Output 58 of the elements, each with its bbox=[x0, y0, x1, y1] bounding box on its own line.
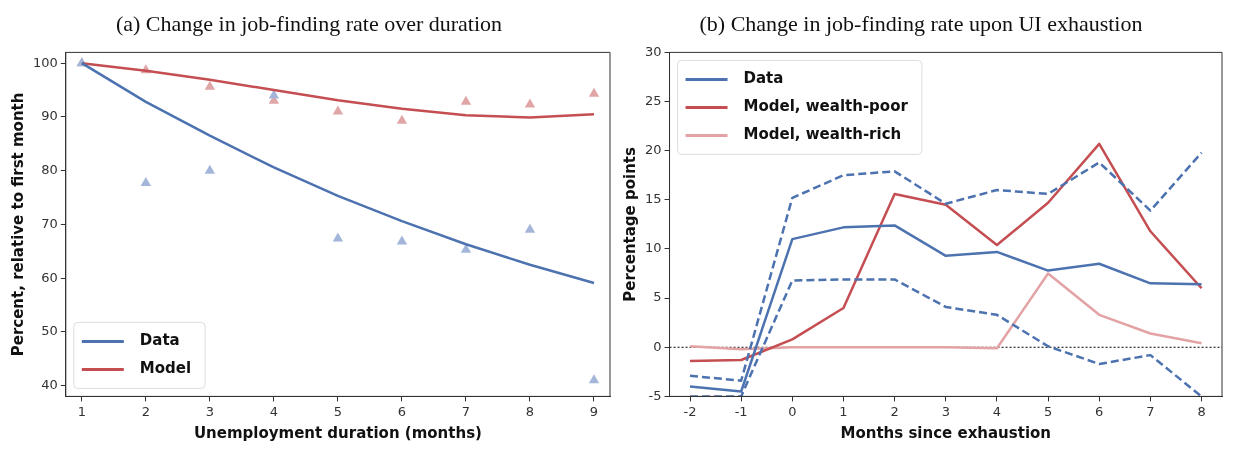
y-tick-label: 50 bbox=[41, 323, 58, 339]
y-tick-label: 60 bbox=[41, 269, 58, 285]
point bbox=[524, 98, 536, 108]
legend-label: Data bbox=[139, 331, 180, 350]
y-tick-label: -5 bbox=[648, 387, 662, 403]
y-tick-label: 80 bbox=[41, 162, 58, 178]
x-axis-title: Unemployment duration (months) bbox=[193, 423, 482, 442]
x-tick-label: 6 bbox=[1095, 403, 1104, 419]
x-tick-label: 7 bbox=[1146, 403, 1155, 419]
point bbox=[588, 374, 600, 384]
chart-title: (a) Change in job-finding rate over duration bbox=[115, 10, 503, 36]
y-tick-label: 30 bbox=[645, 43, 662, 59]
point bbox=[588, 87, 600, 97]
y-tick-label: 25 bbox=[645, 92, 662, 108]
y-tick-label: 10 bbox=[645, 240, 662, 256]
x-tick-label: 2 bbox=[890, 403, 899, 419]
x-tick-label: -1 bbox=[734, 403, 748, 419]
point bbox=[332, 232, 344, 242]
y-axis-title: Percentage points bbox=[620, 146, 639, 302]
point bbox=[396, 235, 408, 245]
point bbox=[524, 223, 536, 233]
y-tick-label: 100 bbox=[32, 54, 58, 70]
y-tick-label: 70 bbox=[41, 215, 58, 231]
x-tick-label: 4 bbox=[992, 403, 1002, 419]
y-tick-label: 20 bbox=[645, 142, 662, 158]
legend-label: Model, wealth-rich bbox=[743, 125, 902, 144]
x-tick-label: 1 bbox=[77, 403, 86, 419]
x-axis-title: Months since exhaustion bbox=[840, 423, 1052, 442]
x-tick-label: 4 bbox=[269, 403, 279, 419]
legend-label: Model, wealth-poor bbox=[743, 97, 909, 116]
point bbox=[204, 80, 216, 90]
x-tick-label: 3 bbox=[205, 403, 214, 419]
x-tick-label: 8 bbox=[1197, 403, 1206, 419]
x-tick-label: 5 bbox=[1043, 403, 1053, 419]
x-tick-label: 0 bbox=[788, 403, 797, 419]
x-tick-label: -2 bbox=[683, 403, 697, 419]
point bbox=[204, 164, 216, 174]
point bbox=[460, 95, 472, 105]
y-tick-label: 5 bbox=[653, 289, 662, 305]
legend-label: Model bbox=[139, 359, 192, 378]
point bbox=[140, 177, 152, 187]
chart-title: (b) Change in job-finding rate upon UI exhaustion bbox=[699, 10, 1143, 36]
x-tick-label: 7 bbox=[461, 403, 471, 419]
y-tick-label: 90 bbox=[41, 108, 58, 124]
y-tick-label: 0 bbox=[653, 338, 662, 354]
point bbox=[396, 114, 408, 124]
x-tick-label: 1 bbox=[839, 403, 848, 419]
x-tick-label: 8 bbox=[525, 403, 535, 419]
x-tick-label: 6 bbox=[397, 403, 407, 419]
x-tick-label: 5 bbox=[333, 403, 343, 419]
y-tick-label: 15 bbox=[645, 191, 662, 207]
legend-label: Data bbox=[743, 69, 784, 88]
y-tick-label: 40 bbox=[41, 377, 58, 393]
x-tick-label: 9 bbox=[589, 403, 599, 419]
x-tick-label: 2 bbox=[141, 403, 150, 419]
x-tick-label: 3 bbox=[941, 403, 950, 419]
y-axis-title: Percent, relative to first month bbox=[8, 92, 27, 357]
point bbox=[332, 105, 344, 115]
